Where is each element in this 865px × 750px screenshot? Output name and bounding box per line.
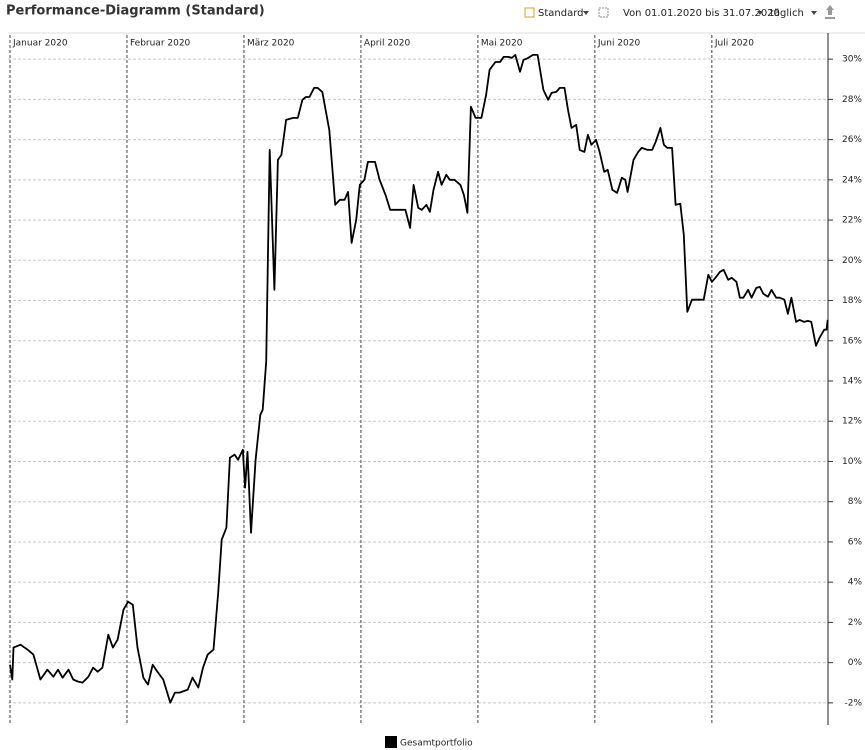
y-tick-label: -2%	[844, 698, 862, 708]
y-tick-label: 24%	[842, 175, 862, 185]
y-tick-label: 14%	[842, 377, 862, 387]
y-tick-label: 6%	[848, 537, 863, 547]
y-tick-label: 8%	[848, 497, 863, 507]
y-tick-label: 4%	[848, 578, 863, 588]
x-tick-label: Februar 2020	[130, 39, 191, 49]
dropdown-arrow[interactable]	[757, 11, 763, 15]
interval-select[interactable]: täglich	[770, 8, 804, 19]
y-tick-label: 2%	[848, 618, 863, 628]
dropdown-arrow[interactable]	[583, 11, 589, 15]
y-tick-label: 20%	[842, 256, 862, 266]
legend: Gesamtportfolio	[385, 736, 473, 749]
export-icon[interactable]	[825, 5, 835, 19]
view-select[interactable]: Standard	[538, 8, 584, 19]
x-tick-label: Juli 2020	[714, 39, 754, 49]
x-tick-label: Juni 2020	[597, 39, 641, 49]
legend-swatch	[385, 736, 397, 748]
calendar-icon[interactable]	[524, 7, 535, 18]
chart-title: Performance-Diagramm (Standard)	[6, 4, 265, 19]
x-tick-label: Januar 2020	[12, 39, 68, 49]
y-tick-label: 18%	[842, 296, 862, 306]
toolbar: Standard Von 01.01.2020 bis 31.07.2020 t…	[524, 5, 835, 19]
y-tick-label: 28%	[842, 95, 862, 105]
date-range[interactable]: Von 01.01.2020 bis 31.07.2020	[623, 8, 780, 19]
x-tick-label: März 2020	[247, 39, 295, 49]
dropdown-arrow[interactable]	[811, 11, 817, 15]
legend-label: Gesamtportfolio	[400, 739, 473, 749]
y-tick-label: 12%	[842, 417, 862, 427]
series-line	[9, 54, 829, 704]
x-tick-label: April 2020	[364, 39, 411, 49]
y-tick-label: 16%	[842, 336, 862, 346]
range-icon[interactable]	[598, 7, 609, 18]
y-tick-label: 26%	[842, 135, 862, 145]
y-tick-label: 0%	[848, 658, 863, 668]
y-tick-label: 30%	[842, 55, 862, 65]
x-tick-label: Mai 2020	[481, 39, 523, 49]
y-tick-label: 22%	[842, 216, 862, 226]
y-tick-label: 10%	[842, 457, 862, 467]
